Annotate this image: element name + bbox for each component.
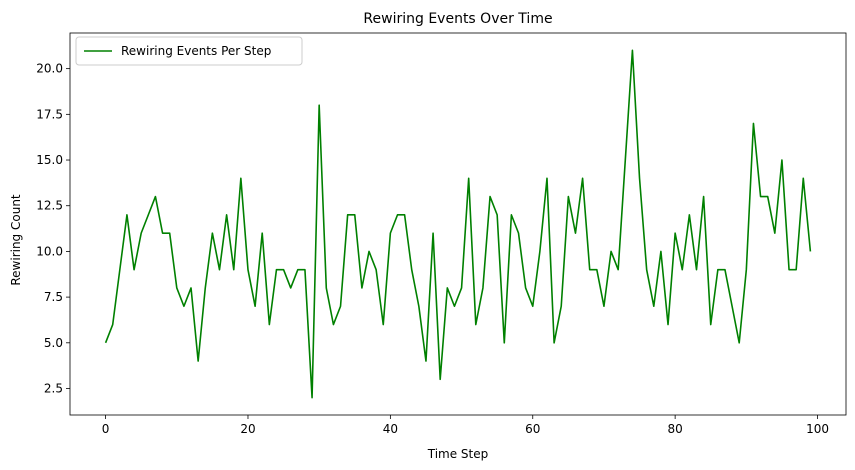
y-tick-label: 7.5	[44, 290, 63, 304]
y-tick-label: 10.0	[36, 244, 63, 258]
axes: 0 20 40 60 80 100 2.5 5.0 7.5 10.0 12.5 15.0 17.5 20.…	[36, 32, 847, 436]
x-tick-label: 20	[240, 422, 255, 436]
x-tick-label: 0	[102, 422, 110, 436]
chart-title: Rewiring Events Over Time	[363, 11, 552, 27]
y-tick-label: 20.0	[36, 62, 63, 76]
legend-label: Rewiring Events Per Step	[121, 44, 271, 58]
y-tick-label: 15.0	[36, 153, 63, 167]
x-tick-label: 40	[383, 422, 398, 436]
y-tick-label: 2.5	[44, 381, 63, 395]
axes-frame	[69, 32, 847, 416]
plot-area	[104, 49, 812, 399]
legend-box	[75, 36, 303, 66]
y-tick-label: 5.0	[44, 336, 63, 350]
x-axis-label: Time Step	[427, 447, 489, 461]
legend: Rewiring Events Per Step	[75, 36, 303, 66]
x-tick-label: 60	[525, 422, 540, 436]
y-tick-label: 17.5	[36, 107, 63, 121]
x-tick-label: 80	[667, 422, 682, 436]
y-tick-label: 12.5	[36, 199, 63, 213]
series-line	[104, 49, 812, 399]
x-tick-label: 100	[806, 422, 829, 436]
y-axis-label: Rewiring Count	[9, 194, 23, 286]
